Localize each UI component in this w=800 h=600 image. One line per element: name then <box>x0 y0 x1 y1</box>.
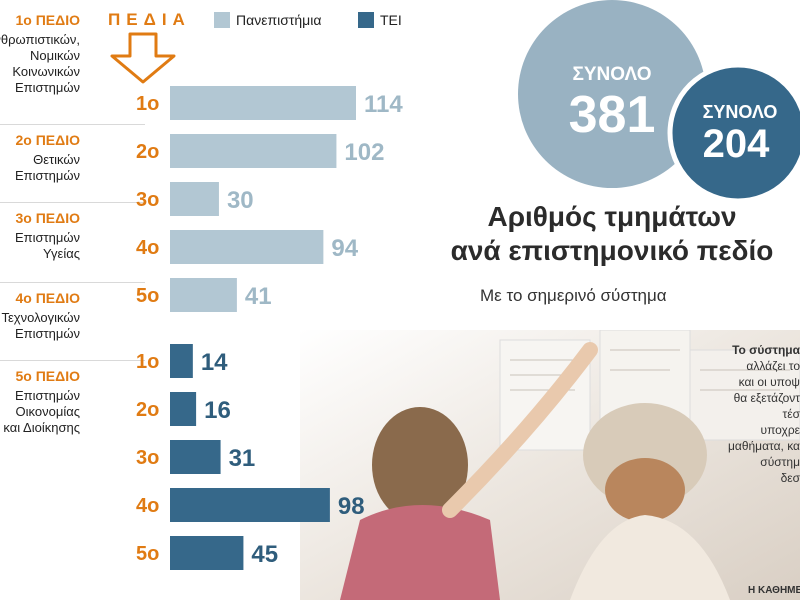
field-1-title: 1ο ΠΕΔΙΟ <box>15 12 80 28</box>
universities-total-label: ΣΥΝΟΛΟ <box>572 64 652 85</box>
legend-swatch-universities <box>214 12 230 28</box>
category-label: 3ο <box>136 447 159 469</box>
bar-value-label: 45 <box>251 541 278 568</box>
category-label: 2ο <box>136 141 159 163</box>
students-photo <box>300 330 800 600</box>
legend-swatch-tei <box>358 12 374 28</box>
legend-label-tei: ΤΕΙ <box>380 12 402 28</box>
bar <box>170 392 197 426</box>
side-note-line: αλλάζει το <box>746 359 800 373</box>
side-note-line: θα εξετάζοντ <box>733 391 800 405</box>
field-3-desc-line: Επιστημών <box>14 230 80 245</box>
field-3-desc-line: Υγείας <box>42 246 80 261</box>
category-label: 1ο <box>136 351 159 373</box>
divider <box>0 124 145 125</box>
bar <box>170 182 219 216</box>
divider <box>0 360 145 361</box>
divider <box>0 202 145 203</box>
bar-value-label: 114 <box>364 91 403 118</box>
field-4-title: 4ο ΠΕΔΙΟ <box>15 290 80 306</box>
bar <box>170 134 337 168</box>
side-note-line: μαθήματα, κα <box>727 439 800 453</box>
bar <box>170 488 330 522</box>
bar-value-label: 102 <box>344 139 384 166</box>
field-4-desc-line: Επιστημών <box>14 326 80 341</box>
category-label: 1ο <box>136 93 159 115</box>
field-2-title: 2ο ΠΕΔΙΟ <box>15 132 80 148</box>
category-label: 2ο <box>136 399 159 421</box>
bar <box>170 344 193 378</box>
category-label: 5ο <box>136 543 159 565</box>
bar <box>170 86 356 120</box>
field-5-title: 5ο ΠΕΔΙΟ <box>15 368 80 384</box>
bar-value-label: 14 <box>201 349 228 376</box>
field-5-desc-line: Επιστημών <box>14 388 80 403</box>
legend-label-universities: Πανεπιστήμια <box>236 12 322 28</box>
tei-total-circle <box>667 62 800 204</box>
tei-total-label: ΣΥΝΟΛΟ <box>702 102 778 122</box>
universities-total-value: 381 <box>568 86 656 144</box>
bar <box>170 440 221 474</box>
divider <box>0 282 145 283</box>
category-label: 5ο <box>136 285 159 307</box>
side-note-line: και οι υποψ <box>738 375 800 389</box>
category-label: 3ο <box>136 189 159 211</box>
field-5-desc-line: Οικονομίας <box>15 404 80 419</box>
chart-subtitle: Με το σημερινό σύστημα <box>480 286 667 305</box>
category-label: 4ο <box>136 237 159 259</box>
chart-title-line-1: Αριθμός τμημάτων <box>487 201 737 232</box>
bar-value-label: 98 <box>338 493 365 520</box>
bar-value-label: 30 <box>227 187 254 214</box>
bar <box>170 278 237 312</box>
field-1-desc-line: Ανθρωπιστικών, <box>0 32 80 47</box>
chart-title: Αριθμός τμημάτων ανά επιστημονικό πεδίο <box>402 200 800 268</box>
bar <box>170 230 324 264</box>
field-3-title: 3ο ΠΕΔΙΟ <box>15 210 80 226</box>
side-note-line: δεσ <box>780 471 800 485</box>
bar-value-label: 31 <box>229 445 256 472</box>
fields-header: ΠΕΔΙΑ <box>108 10 191 29</box>
chart-title-line-2: ανά επιστημονικό πεδίο <box>450 235 774 266</box>
bar-value-label: 41 <box>245 283 272 310</box>
side-note-line: Το σύστημα <box>732 343 800 357</box>
field-5-desc-line: και Διοίκησης <box>3 420 80 435</box>
field-1-desc-line: Νομικών <box>30 48 80 63</box>
credit: Η ΚΑΘΗΜΕΡΙΝΗ <box>748 585 800 596</box>
universities-total-circle <box>518 0 706 188</box>
field-2-desc-line: Θετικών <box>33 152 80 167</box>
side-note-line: σύστημ <box>760 455 800 469</box>
field-1-desc-line: Επιστημών <box>14 80 80 95</box>
side-note-line: τέσ <box>782 407 800 421</box>
arrow-down-icon <box>110 32 176 84</box>
bar-value-label: 16 <box>204 397 231 424</box>
field-1-desc-line: Κοινωνικών <box>12 64 80 79</box>
field-4-desc-line: Τεχνολογικών <box>1 310 80 325</box>
bar-value-label: 94 <box>331 235 358 262</box>
category-label: 4ο <box>136 495 159 517</box>
field-2-desc-line: Επιστημών <box>14 168 80 183</box>
bar <box>170 536 244 570</box>
tei-total-value: 204 <box>702 122 770 166</box>
side-note-line: υποχρε <box>760 423 800 437</box>
